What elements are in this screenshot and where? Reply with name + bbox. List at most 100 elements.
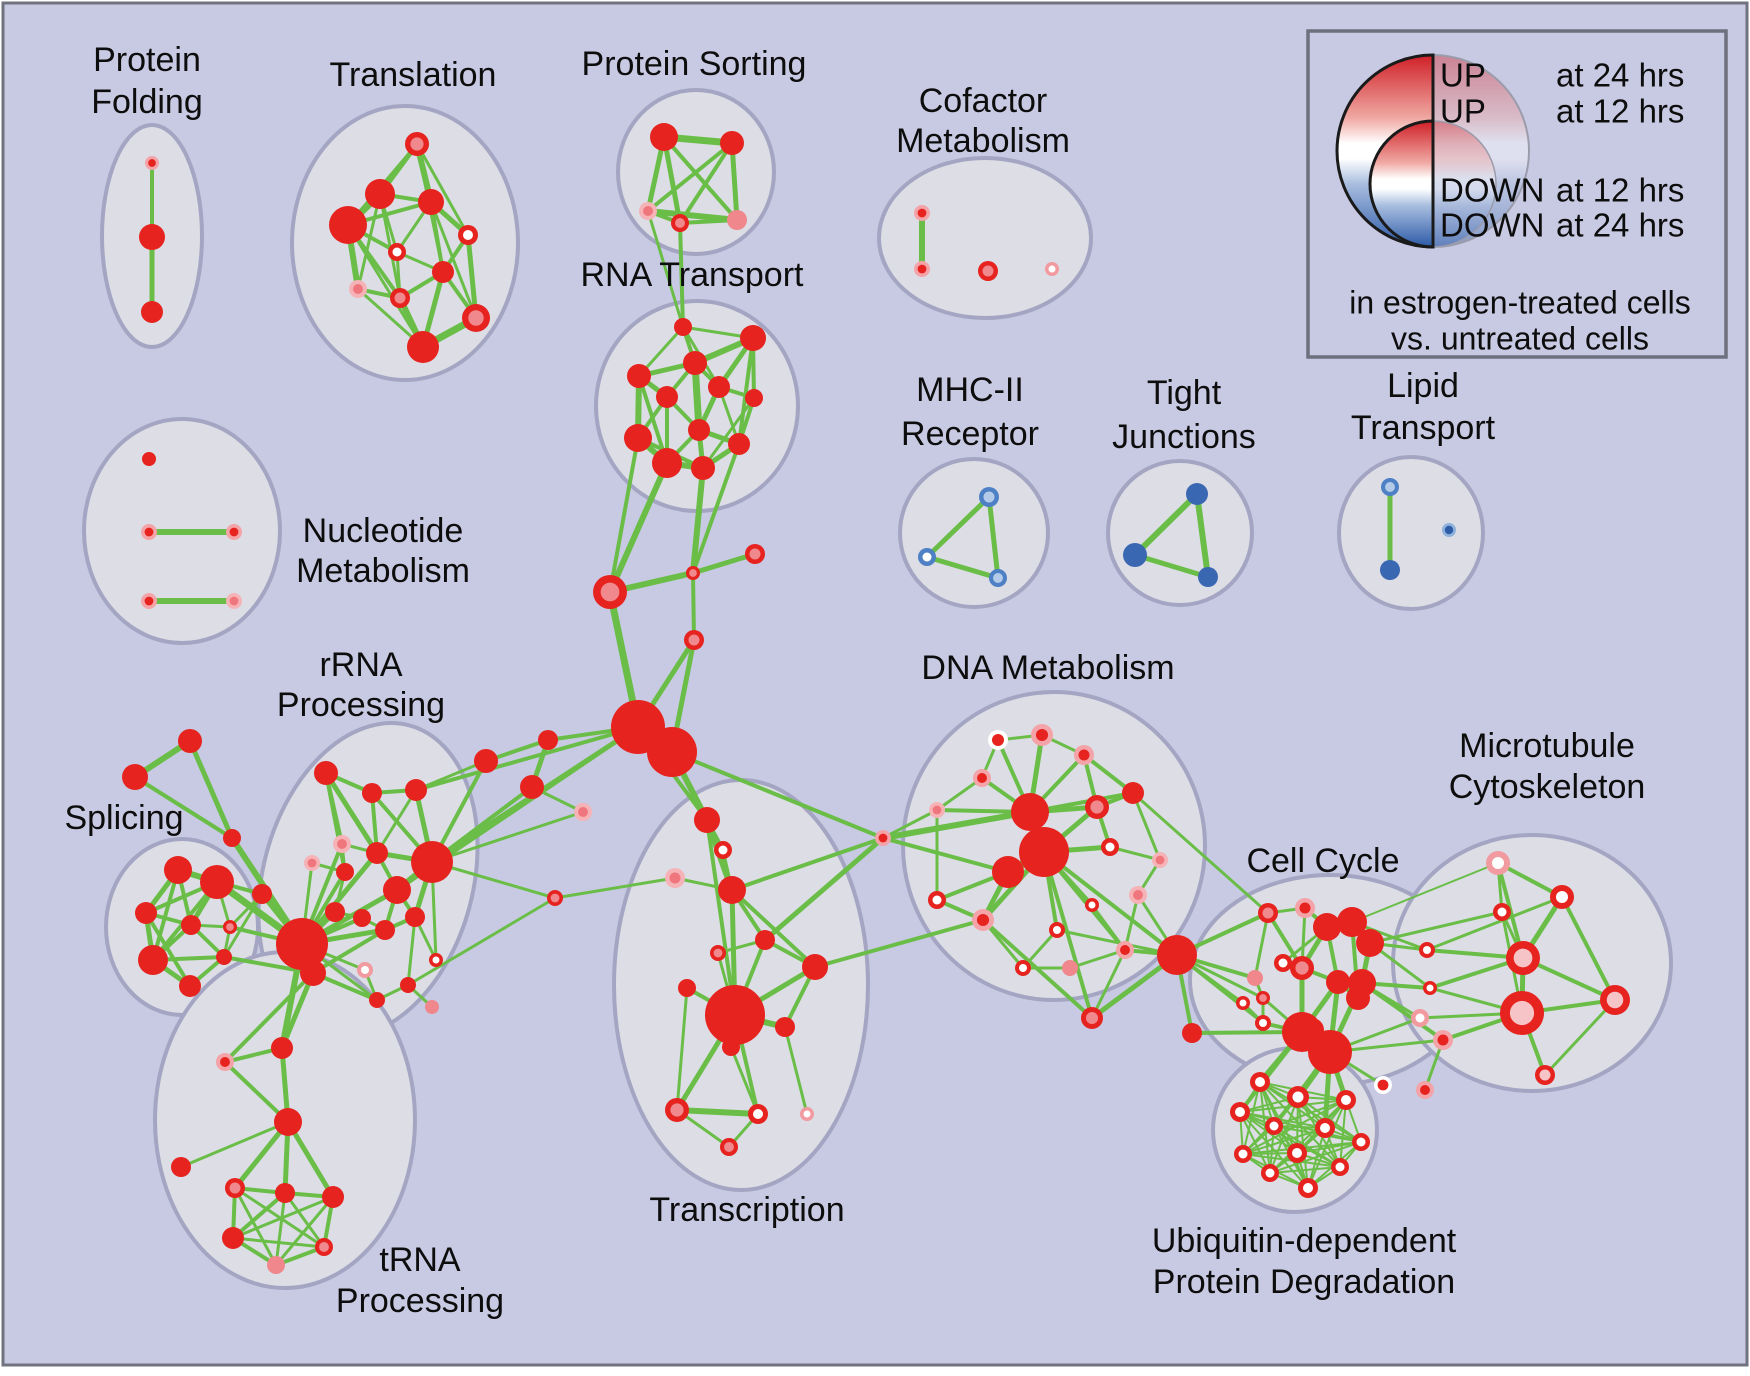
node-core-dna_metabolism-2 xyxy=(1078,749,1090,761)
node-dna_metabolism-9 xyxy=(1019,827,1069,877)
node-core-nucleotide_metabolism-1 xyxy=(144,527,154,537)
cluster-label-tight_junctions: Tight xyxy=(1147,374,1222,412)
node-trna_processing-3 xyxy=(171,1157,191,1177)
node-core-ubiquitin_degradation-1 xyxy=(1292,1091,1304,1103)
node-core-cell_cycle-21 xyxy=(1415,1013,1425,1023)
cluster-label-microtubule_cytoskeleton: Microtubule xyxy=(1459,727,1635,765)
node-trna_processing-6 xyxy=(322,1186,344,1208)
node-core-dna_metabolism-5 xyxy=(878,833,888,843)
node-core-rrna_processing-13 xyxy=(432,956,440,964)
node-core-ubiquitin_degradation-8 xyxy=(1238,1149,1248,1159)
node-core-lipid_transport-2 xyxy=(1444,525,1454,535)
node-rna_transport-2 xyxy=(683,351,707,375)
cluster-label-translation: Translation xyxy=(330,56,497,94)
edge-rna_transport xyxy=(701,397,756,469)
cluster-label-rrna_processing: rRNA xyxy=(319,646,402,684)
cluster-label-trna_processing: Processing xyxy=(336,1282,504,1320)
node-splicing-8 xyxy=(252,884,272,904)
node-cell_cycle-16 xyxy=(1308,1030,1352,1074)
edge-link xyxy=(1426,895,1563,952)
edge-transcription xyxy=(676,1107,759,1117)
edge-rrna_processing xyxy=(375,789,418,854)
node-core-transcription-14 xyxy=(803,1110,811,1118)
node-core-cofactor_metabolism-1 xyxy=(917,264,927,274)
legend-caption: in estrogen-treated cells xyxy=(1349,284,1691,320)
edge-splicing xyxy=(133,775,234,840)
cluster-label-rna_transport: RNA Transport xyxy=(581,256,805,294)
node-core-dna_metabolism-14 xyxy=(976,913,990,927)
node-core-transcription-6 xyxy=(713,948,723,958)
edge-dna_metabolism xyxy=(1090,949,1127,1019)
node-core-microtubule_cytoskeleton-6 xyxy=(1539,1069,1551,1081)
legend-ring-inner-icon xyxy=(1368,119,1435,249)
cluster-ellipse-cofactor_metabolism xyxy=(877,156,1093,320)
node-core-transcription-12 xyxy=(670,1103,684,1117)
edge-link xyxy=(678,222,685,328)
edge-link xyxy=(731,836,884,892)
edge-link xyxy=(814,918,984,969)
node-core-mhc2_receptor-1 xyxy=(922,552,932,562)
node-protein_folding-1 xyxy=(139,224,165,250)
node-core-translation-0 xyxy=(410,137,424,151)
node-trna_processing-5 xyxy=(275,1183,295,1203)
cluster-label-cell_cycle: Cell Cycle xyxy=(1246,842,1399,880)
edge-ubiquitin_degradation xyxy=(1269,1141,1362,1174)
node-core-dna_metabolism-3 xyxy=(977,773,987,783)
node-core-cell_cycle-13 xyxy=(1239,999,1247,1007)
node-core-bridge-2 xyxy=(600,582,620,602)
legend-row-time: at 12 hrs xyxy=(1556,93,1684,130)
edge-transcription xyxy=(705,819,737,1016)
node-rna_transport-0 xyxy=(674,318,692,336)
node-core-translation-7 xyxy=(353,284,363,294)
node-core-microtubule_cytoskeleton-5 xyxy=(1509,1000,1535,1026)
node-core-dna_metabolism-4 xyxy=(932,805,942,815)
nodes xyxy=(122,123,1630,1274)
node-transcription-7 xyxy=(802,954,828,980)
node-protein_sorting-4 xyxy=(727,210,747,230)
edge-link xyxy=(1042,850,1179,957)
node-core-lipid_transport-0 xyxy=(1385,482,1395,492)
edge-splicing xyxy=(144,911,192,988)
cluster-labels: Protein Folding Translation Protein Sorting… xyxy=(64,41,1645,1320)
node-core-rrna_processing-4 xyxy=(307,858,317,868)
edge-link xyxy=(407,896,556,987)
node-core-rrna_processing-3 xyxy=(337,839,347,849)
node-translation-6 xyxy=(432,261,454,283)
edge-link xyxy=(431,810,584,864)
node-splicing-0 xyxy=(178,729,202,753)
node-core-dna_metabolism-21 xyxy=(1085,1011,1099,1025)
node-core-microtubule_cytoskeleton-0 xyxy=(1492,857,1504,869)
edge-trna_processing xyxy=(223,1060,290,1124)
edge-transcription xyxy=(729,1046,760,1115)
node-core-trna_processing-8 xyxy=(319,1242,329,1252)
node-core-dna_metabolism-18 xyxy=(1019,964,1027,972)
cluster-label-ubiquitin_degradation: Protein Degradation xyxy=(1153,1263,1455,1301)
node-core-protein_sorting-3 xyxy=(675,218,685,228)
node-core-ubiquitin_degradation-3 xyxy=(1235,1107,1245,1117)
edge-splicing xyxy=(222,893,264,958)
node-core-cell_cycle-7 xyxy=(1278,958,1288,968)
edge-link xyxy=(431,860,556,900)
node-rrna_processing-10 xyxy=(353,909,371,927)
edge-dna_metabolism xyxy=(936,776,983,812)
node-rna_transport-11 xyxy=(691,456,715,480)
node-core-dna_metabolism-15 xyxy=(1133,890,1143,900)
legend-row-direction: UP xyxy=(1440,57,1486,94)
edge-dna_metabolism xyxy=(1069,948,1126,970)
legend-ring-inner-faded-icon xyxy=(1432,120,1497,248)
edge-transcription xyxy=(730,888,817,969)
edge-trna_processing xyxy=(274,1196,335,1266)
node-rrna_processing-0 xyxy=(314,761,338,785)
legend-row-time: at 12 hrs xyxy=(1556,172,1684,209)
edge-ubiquitin_degradation xyxy=(1242,1127,1326,1155)
node-core-ubiquitin_degradation-9 xyxy=(1265,1168,1275,1178)
node-core-cell_cycle-23 xyxy=(1377,1079,1389,1091)
cluster-label-protein_folding: Folding xyxy=(91,83,203,121)
cluster-label-microtubule_cytoskeleton: Cytoskeleton xyxy=(1449,768,1646,806)
edge-dna_metabolism xyxy=(1123,894,1140,951)
node-translation-10 xyxy=(407,331,439,363)
node-rna_transport-6 xyxy=(745,389,763,407)
edge-rna_transport xyxy=(737,337,755,445)
edge-link xyxy=(607,461,670,594)
